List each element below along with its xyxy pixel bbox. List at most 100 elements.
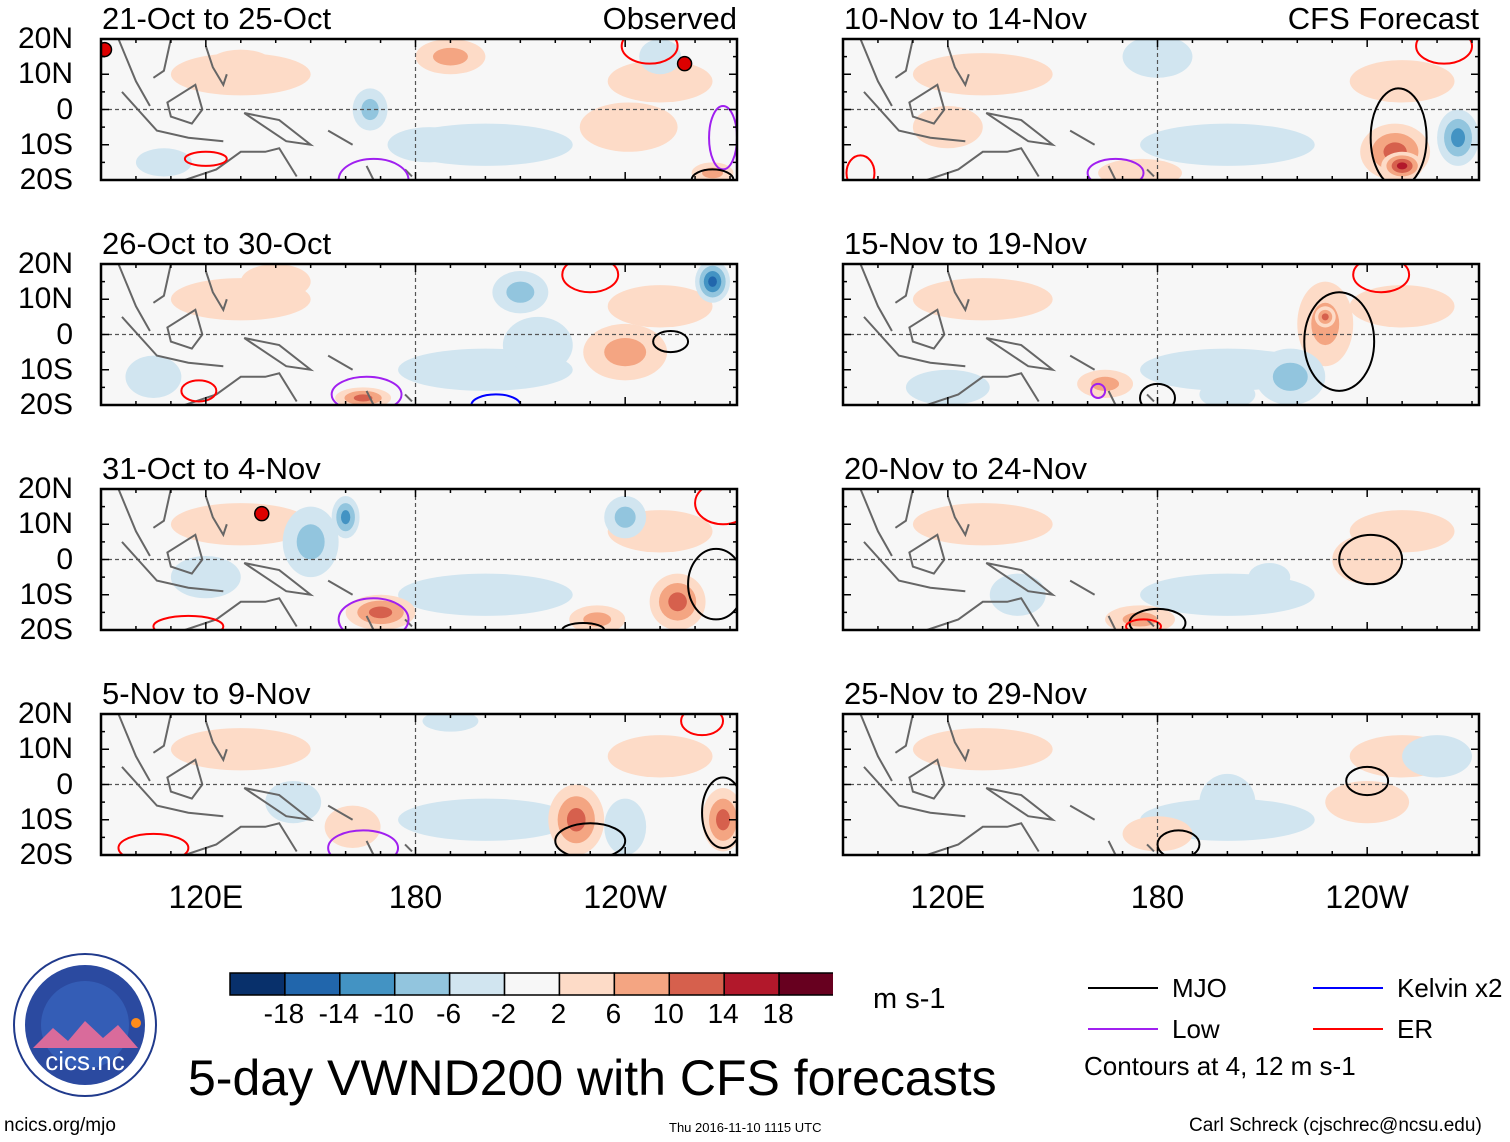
map-panel xyxy=(99,37,739,182)
anomaly-shading xyxy=(398,798,573,841)
lat-tick-label: 10N xyxy=(17,732,73,766)
contour-er xyxy=(1415,39,1474,65)
contour-low xyxy=(327,829,400,855)
legend-note: Contours at 4, 12 m s-1 xyxy=(1084,1051,1356,1081)
lat-tick-label: 20S xyxy=(19,613,73,646)
contour-er xyxy=(680,714,725,737)
column-label: Observed xyxy=(602,1,737,36)
contour-mjo xyxy=(652,329,690,354)
panel-title: 20-Nov to 24-Nov xyxy=(844,451,1087,486)
anomaly-shading xyxy=(912,503,1053,546)
contour-low xyxy=(1090,382,1107,399)
footer-url[interactable]: ncics.org/mjo xyxy=(4,1115,116,1136)
anomaly-shading xyxy=(432,47,468,66)
anomaly-shading xyxy=(614,506,636,528)
legend-item: MJO xyxy=(1088,975,1227,1001)
colorbar-swatch xyxy=(778,972,835,996)
lat-tick-label: 20S xyxy=(19,163,73,196)
lat-tick-label: 0 xyxy=(56,92,73,126)
lon-tick-label: 120E xyxy=(168,879,244,915)
colorbar-swatch xyxy=(613,972,671,996)
legend-line-swatch xyxy=(1313,1028,1383,1030)
anomaly-shading xyxy=(135,148,192,177)
lat-tick-label: 0 xyxy=(56,542,73,576)
colorbar-tick-label: 14 xyxy=(707,998,739,1029)
footer-author: Carl Schreck (cjschrec@ncsu.edu) xyxy=(1189,1115,1482,1136)
anomaly-shading xyxy=(353,394,373,402)
anomaly-shading xyxy=(1122,39,1193,78)
lon-tick-label: 120W xyxy=(1325,879,1409,915)
tropical-cyclone-icon xyxy=(101,41,113,58)
anomaly-shading xyxy=(1272,362,1308,391)
lat-tick-label: 10N xyxy=(17,507,73,541)
anomaly-shading xyxy=(604,798,647,855)
contour-er xyxy=(183,150,228,167)
map-panel xyxy=(99,487,739,632)
lat-tick-label: 10S xyxy=(19,127,73,161)
contour-er xyxy=(694,489,737,526)
colorbar-tick-label: 2 xyxy=(550,998,567,1029)
legend-label: ER xyxy=(1397,1014,1434,1044)
map-panel xyxy=(841,712,1481,857)
anomaly-shading xyxy=(368,606,393,619)
map-panel xyxy=(841,37,1481,182)
coastline xyxy=(859,39,1155,180)
panel-title: 15-Nov to 19-Nov xyxy=(844,226,1087,261)
legend-label: Kelvin x2 xyxy=(1397,973,1503,1003)
colorbar-tick-label: -2 xyxy=(491,998,516,1029)
anomaly-shading xyxy=(170,728,311,771)
coastline xyxy=(859,489,1155,630)
lat-tick-label: 10S xyxy=(19,577,73,611)
contour-low xyxy=(330,375,403,405)
lon-tick-label: 120E xyxy=(910,879,986,915)
contour-mjo xyxy=(687,547,737,621)
anomaly-shading xyxy=(205,49,276,85)
anomaly-shading xyxy=(422,714,479,732)
contour-mjo xyxy=(561,621,606,630)
anomaly-shading xyxy=(240,264,311,300)
anomaly-shading xyxy=(912,278,1053,321)
legend-line-swatch xyxy=(1088,987,1158,989)
colorbar-swatch xyxy=(284,972,341,996)
legend-label: MJO xyxy=(1172,973,1227,1003)
contour-er xyxy=(1125,618,1162,630)
coastline xyxy=(859,264,1155,405)
anomaly-shading xyxy=(506,281,535,303)
anomaly-shading xyxy=(1396,162,1408,170)
map-panel xyxy=(99,712,739,857)
contour-er xyxy=(561,264,620,294)
anomaly-shading xyxy=(324,805,381,848)
anomaly-shading xyxy=(579,102,678,152)
anomaly-shading xyxy=(296,524,325,560)
contour-mjo xyxy=(1156,829,1201,855)
colorbar-tick-label: -6 xyxy=(436,998,462,1029)
legend-item: ER xyxy=(1313,1016,1433,1042)
lat-tick-label: 20N xyxy=(17,472,73,505)
lat-tick-label: 20N xyxy=(17,697,73,730)
contour-mjo xyxy=(1303,291,1376,392)
anomaly-shading xyxy=(989,573,1046,616)
contour-er xyxy=(620,39,679,65)
contour-mjo xyxy=(1345,765,1390,797)
colorbar xyxy=(229,972,835,1001)
anomaly-shading xyxy=(639,39,682,75)
anomaly-shading xyxy=(716,809,731,831)
lat-tick-label: 10S xyxy=(19,352,73,386)
anomaly-shading xyxy=(1321,313,1329,321)
coastline xyxy=(117,714,413,855)
colorbar-tick-label: -18 xyxy=(263,998,305,1029)
tropical-cyclone-icon xyxy=(676,55,693,72)
anomaly-shading xyxy=(502,316,573,374)
colorbar-tick-label: 18 xyxy=(762,998,794,1029)
figure-title: 5-day VWND200 with CFS forecasts xyxy=(188,1050,997,1106)
anomaly-shading xyxy=(1199,773,1256,831)
lat-tick-label: 20S xyxy=(19,388,73,421)
anomaly-shading xyxy=(604,338,647,367)
lat-tick-label: 10N xyxy=(17,282,73,316)
column-label: CFS Forecast xyxy=(1287,1,1479,36)
lon-tick-label: 180 xyxy=(388,879,443,915)
panel-title: 26-Oct to 30-Oct xyxy=(102,226,332,261)
colorbar-swatch xyxy=(339,972,396,996)
anomaly-shading xyxy=(340,510,351,525)
contour-low xyxy=(337,157,410,180)
